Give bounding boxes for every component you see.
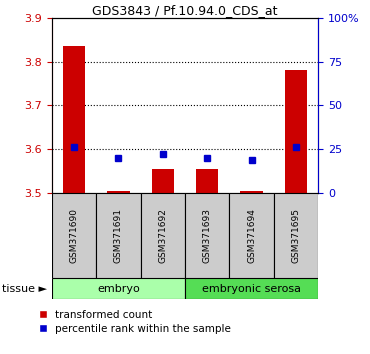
Bar xyxy=(52,193,96,278)
Bar xyxy=(107,191,130,193)
Text: GSM371692: GSM371692 xyxy=(158,208,167,263)
Text: tissue ►: tissue ► xyxy=(2,284,47,293)
Bar xyxy=(63,46,85,193)
Bar xyxy=(274,193,318,278)
Bar xyxy=(141,193,185,278)
Text: embryonic serosa: embryonic serosa xyxy=(202,284,301,293)
Bar xyxy=(185,278,318,299)
Text: GSM371695: GSM371695 xyxy=(292,208,300,263)
Bar xyxy=(240,191,263,193)
Legend: transformed count, percentile rank within the sample: transformed count, percentile rank withi… xyxy=(38,310,231,334)
Bar xyxy=(185,193,229,278)
Bar xyxy=(229,193,274,278)
Bar xyxy=(196,169,218,193)
Text: embryo: embryo xyxy=(97,284,140,293)
Text: GSM371690: GSM371690 xyxy=(70,208,78,263)
Title: GDS3843 / Pf.10.94.0_CDS_at: GDS3843 / Pf.10.94.0_CDS_at xyxy=(92,4,278,17)
Bar xyxy=(52,278,185,299)
Text: GSM371693: GSM371693 xyxy=(203,208,212,263)
Bar xyxy=(96,193,141,278)
Text: GSM371694: GSM371694 xyxy=(247,208,256,263)
Bar xyxy=(152,169,174,193)
Bar xyxy=(285,70,307,193)
Text: GSM371691: GSM371691 xyxy=(114,208,123,263)
